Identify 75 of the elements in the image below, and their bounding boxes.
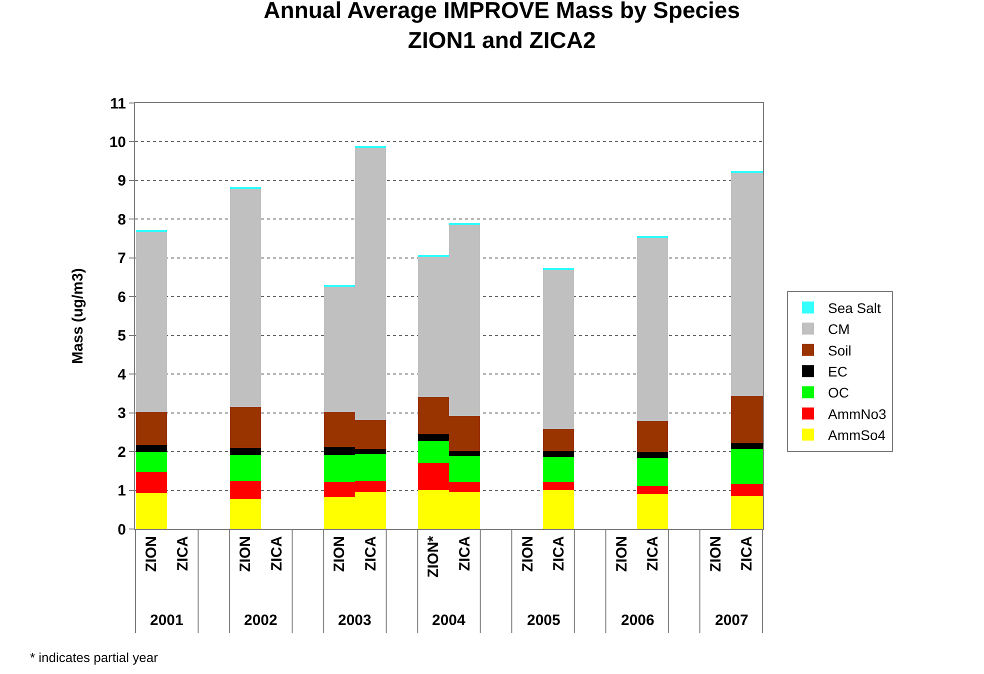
y-tick-label: 5	[118, 328, 126, 345]
bar	[543, 451, 574, 457]
bar	[637, 486, 668, 494]
legend-label: OC	[828, 384, 849, 401]
x-tick-label: ZION	[519, 536, 536, 572]
text: 2006	[621, 612, 654, 629]
x-tick-label: ZICA	[268, 536, 286, 571]
y-tick-label: 4	[118, 366, 127, 384]
bar	[731, 496, 763, 529]
bar	[543, 429, 574, 451]
y-tick-label: 9	[118, 172, 126, 190]
bar	[543, 490, 574, 529]
bar	[731, 396, 763, 443]
bar	[543, 457, 574, 482]
bar	[731, 172, 763, 396]
y-tick-label: 11	[110, 95, 126, 112]
x-tick-label: ZION	[331, 536, 348, 572]
legend-label: Sea Salt	[828, 300, 882, 316]
chart-title: Annual Average IMPROVE Mass by Species ZION1 and ZICA2	[264, 0, 740, 53]
bar	[731, 484, 763, 496]
x-tick-label: ZION	[143, 536, 160, 572]
text: * indicates partial year	[30, 650, 159, 665]
legend-label: AmmSo4	[828, 427, 886, 444]
x-tick-label: ZICA	[738, 536, 756, 571]
y-tick-label: 10	[109, 134, 126, 151]
y-tick-label: 3	[118, 405, 126, 422]
legend-label: AmmNo3	[828, 406, 887, 422]
x-tick-label: ZICA	[644, 536, 662, 571]
text: 2004	[432, 612, 466, 629]
bar	[543, 269, 574, 429]
bar	[230, 189, 261, 407]
bar	[637, 494, 668, 529]
text: 2003	[338, 612, 372, 629]
bar	[637, 237, 668, 421]
y-tick-label: 7	[118, 250, 126, 268]
bar	[637, 452, 668, 458]
bar	[136, 452, 167, 472]
bar	[136, 232, 167, 412]
y-tick-label: 2	[118, 444, 126, 461]
bar	[731, 449, 763, 484]
bar	[136, 445, 167, 452]
legend-label: CM	[828, 321, 850, 338]
legend-label: Soil	[828, 342, 852, 358]
x-tick-label: ZION*	[425, 536, 442, 578]
bar	[418, 434, 449, 441]
x-tick-label: ZICA	[362, 536, 380, 571]
text: 2002	[244, 612, 278, 629]
x-tick-label: ZICA	[174, 536, 192, 571]
bar	[230, 448, 261, 455]
x-tick-label: ZICA	[550, 536, 568, 571]
legend-label: EC	[828, 364, 848, 380]
x-tick-label: ZICA	[456, 536, 474, 571]
bar	[449, 451, 480, 456]
text: 2001	[150, 612, 184, 629]
text: 2005	[527, 612, 560, 629]
bar	[136, 412, 167, 445]
x-tick-label: ZION	[613, 536, 630, 572]
y-axis-title: Mass (ug/m3)	[70, 268, 87, 364]
x-tick-label: ZION	[237, 536, 254, 572]
bar	[543, 482, 574, 490]
y-tick-label: 1	[118, 482, 126, 500]
bar	[637, 421, 668, 452]
y-tick-label: 8	[118, 211, 126, 228]
text: 2007	[715, 612, 748, 629]
bar	[230, 499, 261, 529]
x-tick-label: ZION	[707, 536, 724, 572]
bar	[230, 455, 261, 481]
bar	[230, 407, 261, 448]
bar	[731, 443, 763, 449]
bar	[230, 481, 261, 499]
y-tick-label: 0	[118, 521, 126, 538]
y-tick-label: 6	[118, 288, 126, 306]
bar	[637, 458, 668, 486]
bar	[136, 472, 167, 493]
bar	[136, 493, 167, 529]
